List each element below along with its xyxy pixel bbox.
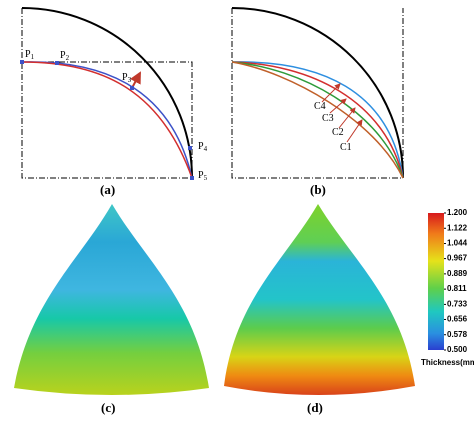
- colorbar-tick-label: 0.889: [447, 269, 468, 278]
- frame: [231, 8, 404, 179]
- control-points: [20, 60, 194, 180]
- thickness-map-d: [224, 204, 415, 395]
- arc: [231, 7, 404, 179]
- colorbar-tick-label: 0.656: [447, 315, 468, 324]
- point-label: P5: [198, 170, 208, 182]
- curve: [231, 61, 404, 179]
- colorbar-tick-label: 0.578: [447, 330, 468, 339]
- panel-label: (c): [101, 400, 115, 415]
- curve-label: C2: [332, 127, 344, 138]
- colorbar-tick-label: 1.200: [447, 208, 468, 217]
- colorbar-tick-label: 0.811: [447, 284, 467, 293]
- point-label: P2: [60, 50, 70, 62]
- curve: [231, 61, 404, 179]
- colorbar: Thickness(mm) 1.200 1.122 1.044 0.967 0.889 0…: [421, 208, 474, 367]
- panel-b: C1 C2 C3 C4 (b): [231, 7, 404, 197]
- panel-label: (d): [307, 400, 323, 415]
- curve-label: C1: [340, 142, 352, 153]
- arc: [21, 7, 193, 179]
- arrows: [321, 83, 363, 143]
- colorbar-tick-label: 1.044: [447, 239, 468, 248]
- curve-label: C4: [314, 101, 326, 112]
- arrow: [130, 71, 141, 89]
- panel-label: (a): [100, 182, 115, 197]
- panel-a: P1 P2 P3 P4 P5 (a): [20, 7, 208, 197]
- curve: [21, 61, 193, 179]
- colorbar-tick-label: 0.500: [447, 345, 468, 354]
- panel-label: (b): [310, 182, 326, 197]
- point-label: P4: [198, 141, 208, 153]
- colorbar-tick-label: 0.733: [447, 300, 468, 309]
- thickness-map-c: [14, 204, 209, 395]
- curve: [231, 61, 404, 179]
- colorbar-scale: [428, 213, 444, 350]
- curve-label: C3: [322, 113, 334, 124]
- colorbar-title: Thickness(mm): [421, 358, 474, 367]
- colorbar-tick-label: 1.122: [447, 223, 468, 232]
- curve: [231, 61, 404, 179]
- colorbar-tick-label: 0.967: [447, 254, 468, 263]
- point-label: P1: [25, 49, 35, 61]
- point-label: P3: [122, 72, 132, 84]
- curve: [21, 61, 193, 179]
- frame: [21, 8, 193, 179]
